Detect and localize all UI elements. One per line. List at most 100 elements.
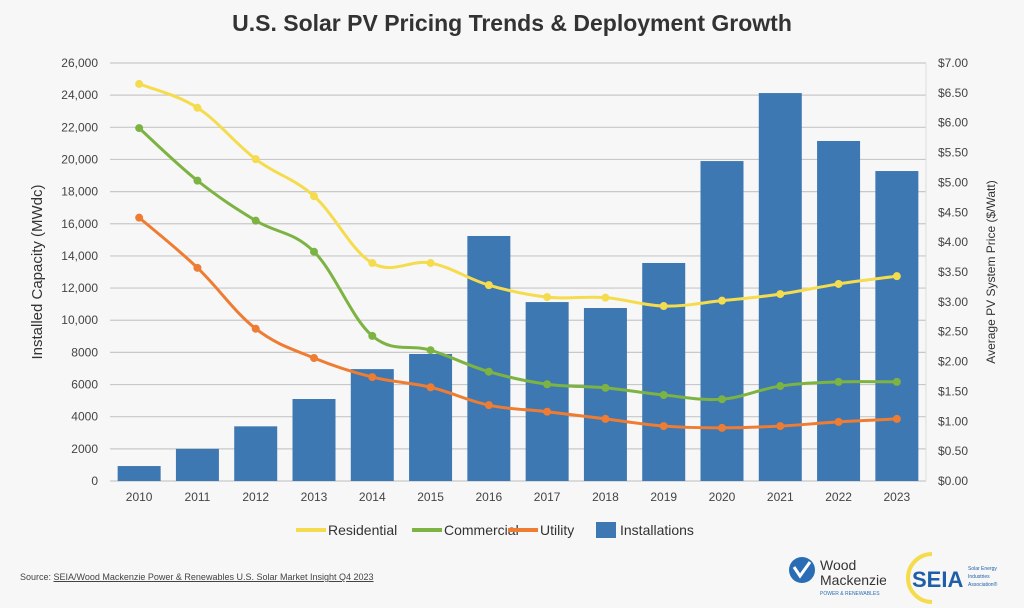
left-tick-label: 12,000 <box>61 281 98 295</box>
x-tick-label: 2013 <box>301 490 328 504</box>
point-residential-2016 <box>484 281 493 290</box>
bar-2017 <box>525 302 569 481</box>
legend-label-commercial: Commercial <box>444 522 519 538</box>
right-tick-label: $6.50 <box>938 86 968 100</box>
bar-2019 <box>642 262 686 481</box>
right-tick-label: $2.00 <box>938 355 968 369</box>
right-tick-label: $6.00 <box>938 116 968 130</box>
left-axis-label: Installed Capacity (MWdc) <box>29 184 46 359</box>
x-tick-label: 2010 <box>126 490 153 504</box>
bar-2015 <box>409 353 453 481</box>
bar-2022 <box>817 140 861 481</box>
left-tick-label: 4000 <box>71 410 98 424</box>
left-tick-label: 20,000 <box>61 152 98 166</box>
svg-text:SEIA: SEIA <box>912 567 963 592</box>
x-tick-label: 2018 <box>592 490 619 504</box>
bar-2011 <box>175 448 219 481</box>
bar-2023 <box>875 171 919 481</box>
right-tick-label: $1.50 <box>938 384 968 398</box>
x-tick-label: 2017 <box>534 490 561 504</box>
right-tick-label: $5.00 <box>938 175 968 189</box>
point-residential-2018 <box>601 293 610 302</box>
legend-swatch-installations <box>596 522 616 538</box>
point-utility-2017 <box>543 407 552 416</box>
point-utility-2022 <box>834 417 843 426</box>
point-commercial-2022 <box>834 377 843 386</box>
point-utility-2010 <box>135 213 144 222</box>
svg-text:Association®: Association® <box>968 581 998 588</box>
x-tick-label: 2022 <box>825 490 852 504</box>
line-residential <box>138 82 898 308</box>
right-tick-label: $4.50 <box>938 205 968 219</box>
point-utility-2021 <box>776 422 785 431</box>
point-residential-2014 <box>368 259 377 268</box>
point-commercial-2019 <box>659 391 668 400</box>
point-commercial-2012 <box>251 216 260 225</box>
right-tick-label: $5.50 <box>938 146 968 160</box>
right-tick-label: $2.50 <box>938 325 968 339</box>
point-utility-2019 <box>659 422 668 431</box>
combo-chart: 0 2000 4000 6000 8000 10,000 12,000 14,000 16,00… <box>29 56 998 538</box>
point-utility-2013 <box>310 353 318 362</box>
point-utility-2023 <box>892 414 901 423</box>
svg-text:Solar Energy: Solar Energy <box>968 566 997 572</box>
left-tick-label: 10,000 <box>61 313 98 327</box>
point-commercial-2014 <box>368 331 377 340</box>
x-tick-label: 2016 <box>476 490 503 504</box>
bar-2010 <box>117 466 161 481</box>
bar-2021 <box>758 93 802 481</box>
x-tick-label: 2011 <box>185 490 211 504</box>
right-tick-label: $3.00 <box>938 295 968 309</box>
svg-text:Mackenzie: Mackenzie <box>820 572 886 588</box>
right-tick-label: $3.50 <box>938 265 968 279</box>
bar-2012 <box>234 426 278 481</box>
left-tick-label: 22,000 <box>61 120 98 134</box>
x-tick-label: 2020 <box>709 490 736 504</box>
point-commercial-2010 <box>135 124 144 133</box>
source-link[interactable]: SEIA/Wood Mackenzie Power & Renewables U… <box>53 572 374 582</box>
point-residential-2023 <box>892 272 901 281</box>
point-commercial-2013 <box>310 247 318 256</box>
bar-2020 <box>700 161 744 482</box>
point-residential-2015 <box>426 259 435 268</box>
left-tick-label: 0 <box>91 474 98 488</box>
seia-logo: SEIA Solar Energy Industries Association… <box>906 552 998 604</box>
right-tick-label: $0.00 <box>938 474 968 488</box>
right-axis-label: Average PV System Price ($/Watt) <box>984 180 998 363</box>
point-commercial-2018 <box>601 383 610 392</box>
svg-text:Industries: Industries <box>968 574 990 580</box>
legend-label-utility: Utility <box>540 522 574 538</box>
wood-mackenzie-logo: Wood Mackenzie POWER & RENEWABLES <box>789 557 886 597</box>
point-residential-2017 <box>543 293 552 302</box>
point-commercial-2020 <box>718 395 726 404</box>
point-residential-2013 <box>310 192 318 201</box>
point-residential-2020 <box>718 296 726 305</box>
bar-2016 <box>467 235 511 481</box>
x-tick-label: 2015 <box>417 490 444 504</box>
svg-text:Wood: Wood <box>820 557 856 573</box>
point-residential-2021 <box>776 290 785 299</box>
point-residential-2012 <box>251 155 260 164</box>
point-utility-2020 <box>718 423 726 432</box>
chart-title: U.S. Solar PV Pricing Trends & Deploymen… <box>232 10 792 36</box>
point-commercial-2023 <box>892 377 901 386</box>
legend-label-installations: Installations <box>620 522 694 538</box>
right-tick-label: $7.00 <box>938 56 968 70</box>
point-residential-2011 <box>193 103 202 112</box>
point-commercial-2011 <box>193 176 202 185</box>
point-utility-2015 <box>426 383 435 392</box>
point-residential-2019 <box>659 302 668 311</box>
bar-2013 <box>292 399 336 481</box>
point-utility-2016 <box>484 401 493 410</box>
x-tick-label: 2021 <box>767 490 794 504</box>
point-residential-2022 <box>834 279 843 288</box>
point-utility-2018 <box>601 414 610 423</box>
source-prefix: Source: <box>20 572 54 582</box>
point-residential-2010 <box>135 79 144 88</box>
bar-2014 <box>350 369 394 481</box>
left-tick-label: 8000 <box>71 345 98 359</box>
bar-2018 <box>583 308 627 481</box>
point-utility-2011 <box>193 263 202 272</box>
point-commercial-2016 <box>484 367 493 376</box>
point-commercial-2017 <box>543 380 552 389</box>
